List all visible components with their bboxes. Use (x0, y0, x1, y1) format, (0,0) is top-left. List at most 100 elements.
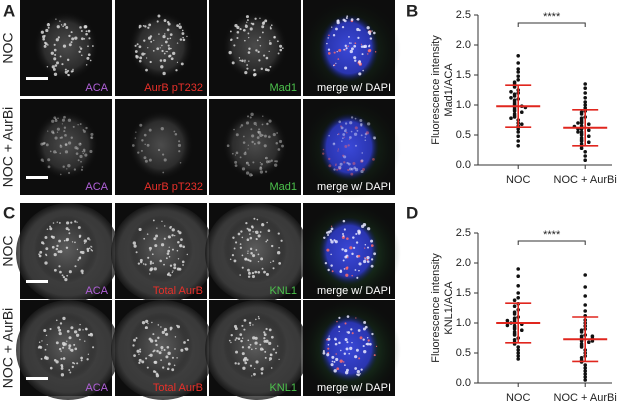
speck (147, 47, 149, 49)
speck (55, 341, 59, 345)
speck (44, 348, 47, 351)
speck (183, 341, 186, 344)
speck (247, 250, 249, 252)
data-point (516, 357, 520, 361)
speck (254, 270, 258, 274)
speck (63, 115, 66, 119)
speck (141, 52, 145, 56)
speck (330, 363, 334, 367)
speck (345, 16, 348, 20)
speck (360, 169, 364, 174)
speck (167, 273, 169, 276)
speck (67, 141, 72, 145)
speck (67, 163, 71, 168)
speck (84, 340, 86, 342)
channel-label: merge w/ DAPI (317, 82, 391, 94)
speck (86, 247, 90, 251)
speck (273, 35, 276, 39)
speck (160, 65, 164, 69)
speck (261, 25, 265, 29)
data-point (583, 96, 587, 100)
speck (177, 143, 182, 148)
speck (373, 354, 376, 357)
speck (157, 336, 160, 340)
speck (70, 31, 73, 34)
speck (73, 343, 76, 346)
speck (240, 230, 243, 233)
speck (137, 262, 140, 265)
speck (152, 333, 155, 336)
speck (356, 17, 360, 21)
speck (82, 329, 84, 331)
channel-label: Total AurB (153, 382, 203, 394)
speck (149, 273, 151, 275)
speck (356, 370, 361, 374)
data-point (509, 96, 513, 100)
speck (68, 346, 71, 350)
speck (167, 235, 171, 239)
data-point (516, 284, 520, 288)
speck (182, 264, 184, 266)
speck (52, 222, 55, 224)
speck (79, 323, 81, 326)
speck (244, 61, 246, 63)
speck (259, 17, 261, 19)
speck (260, 367, 264, 371)
speck (145, 357, 148, 360)
speck (44, 235, 48, 239)
speck (80, 269, 84, 273)
speck (176, 24, 180, 28)
speck (45, 334, 48, 337)
speck (247, 51, 251, 54)
speck (59, 144, 62, 147)
data-point (512, 94, 517, 98)
speck (252, 324, 254, 326)
speck (279, 44, 283, 48)
speck (161, 349, 163, 351)
data-point (516, 351, 520, 355)
speck (68, 344, 72, 348)
speck (80, 160, 82, 163)
y-axis-label: Fluorescence intensity (430, 35, 442, 145)
speck (43, 44, 47, 48)
speck (62, 275, 66, 279)
speck (181, 32, 185, 35)
speck (348, 42, 351, 44)
speck (264, 356, 267, 359)
speck (345, 347, 349, 351)
speck (350, 18, 354, 21)
speck (243, 356, 248, 361)
speck (333, 51, 336, 54)
speck (363, 349, 367, 354)
speck (138, 45, 142, 49)
speck (38, 341, 41, 343)
speck (374, 51, 377, 53)
speck (327, 230, 331, 234)
y-tick-label: 0.5 (456, 347, 471, 359)
speck (345, 128, 347, 130)
speck (367, 45, 371, 48)
speck (149, 353, 153, 357)
speck (264, 170, 268, 173)
speck (249, 259, 252, 263)
speck (180, 238, 183, 241)
speck (323, 236, 326, 240)
scale-bar (26, 77, 48, 80)
speck (344, 144, 348, 148)
data-point (579, 112, 584, 116)
speck (270, 367, 273, 369)
speck (155, 343, 158, 347)
speck (234, 241, 238, 244)
speck (154, 244, 158, 248)
speck (345, 47, 348, 50)
y-tick-label: 1.5 (456, 69, 471, 81)
speck (44, 41, 47, 45)
speck (171, 368, 175, 372)
speck (338, 316, 341, 319)
speck (349, 121, 353, 125)
speck (247, 164, 250, 167)
speck (334, 240, 336, 242)
speck (42, 142, 46, 145)
speck (60, 24, 63, 26)
speck (233, 128, 235, 131)
